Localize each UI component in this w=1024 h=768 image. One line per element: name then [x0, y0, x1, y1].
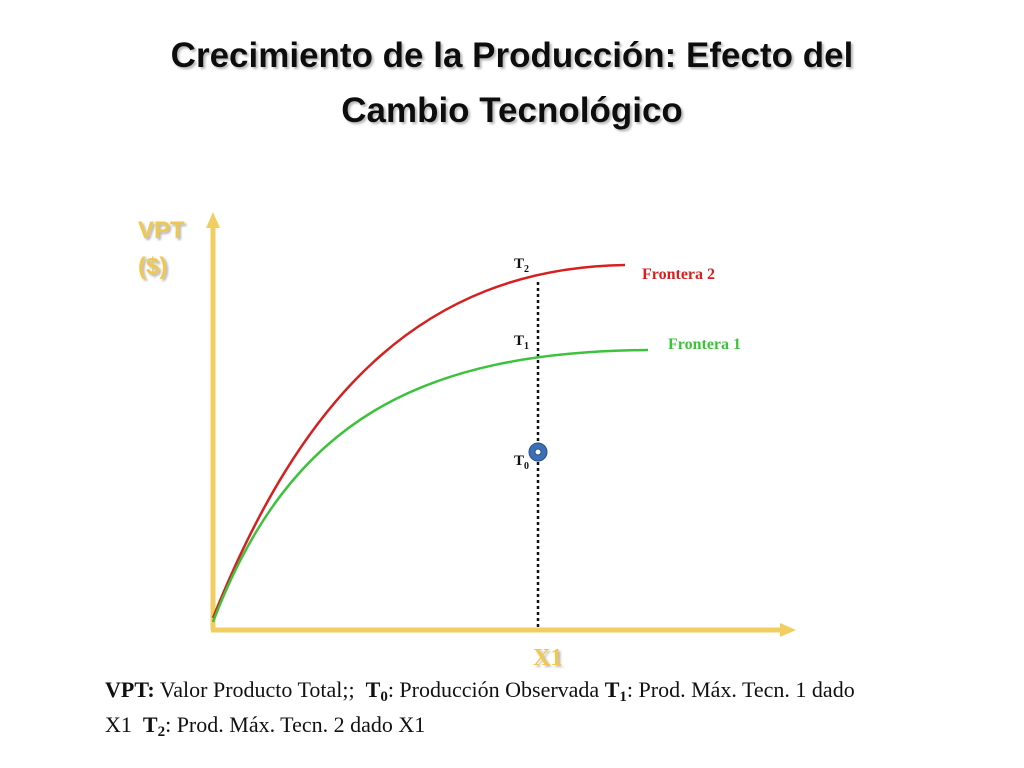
- observed-point-core: [534, 448, 542, 456]
- curve-label: Frontera 1: [668, 336, 741, 353]
- point-label: T2: [514, 256, 529, 275]
- footnote-segment: : Producción Observada: [387, 677, 605, 702]
- point-label: T1: [514, 333, 529, 352]
- point-label: T0: [514, 453, 529, 472]
- x-axis-label: X1: [533, 645, 562, 671]
- footnote-segment: 0: [380, 689, 388, 705]
- point-label-sub: 0: [524, 461, 529, 472]
- curve-label: Frontera 2: [642, 266, 715, 283]
- point-label-base: T: [514, 256, 524, 272]
- footnote: VPT: Valor Producto Total;; T0: Producci…: [105, 676, 875, 746]
- point-label-base: T: [514, 333, 524, 349]
- frontier-2: [211, 263, 626, 619]
- footnote-segment: Valor Producto Total;;: [154, 677, 366, 702]
- point-label-base: T: [514, 453, 524, 469]
- point-label-sub: 1: [524, 341, 529, 352]
- footnote-segment: T: [142, 712, 158, 737]
- y-axis-label: VPT: [138, 217, 185, 244]
- footnote-segment: VPT:: [105, 677, 155, 702]
- y-axis-label: ($): [138, 253, 167, 280]
- footnote-segment: 2: [157, 724, 166, 740]
- footnote-segment: : Prod. Máx. Tecn. 2 dado X1: [165, 712, 426, 737]
- y-axis-arrow: [206, 212, 220, 228]
- title-line: Crecimiento de la Producción: Efecto del: [171, 36, 854, 75]
- x-axis-arrow: [780, 623, 796, 637]
- footnote-segment: 1: [619, 689, 627, 705]
- footnote-segment: T: [604, 677, 620, 702]
- title-line: Cambio Tecnológico: [341, 91, 683, 130]
- footnote-segment: : Prod. Máx. Tecn. 1 dado X1: [105, 677, 861, 737]
- point-label-sub: 2: [524, 264, 529, 275]
- frontier-1: [211, 348, 649, 623]
- footnote-segment: T: [365, 677, 381, 702]
